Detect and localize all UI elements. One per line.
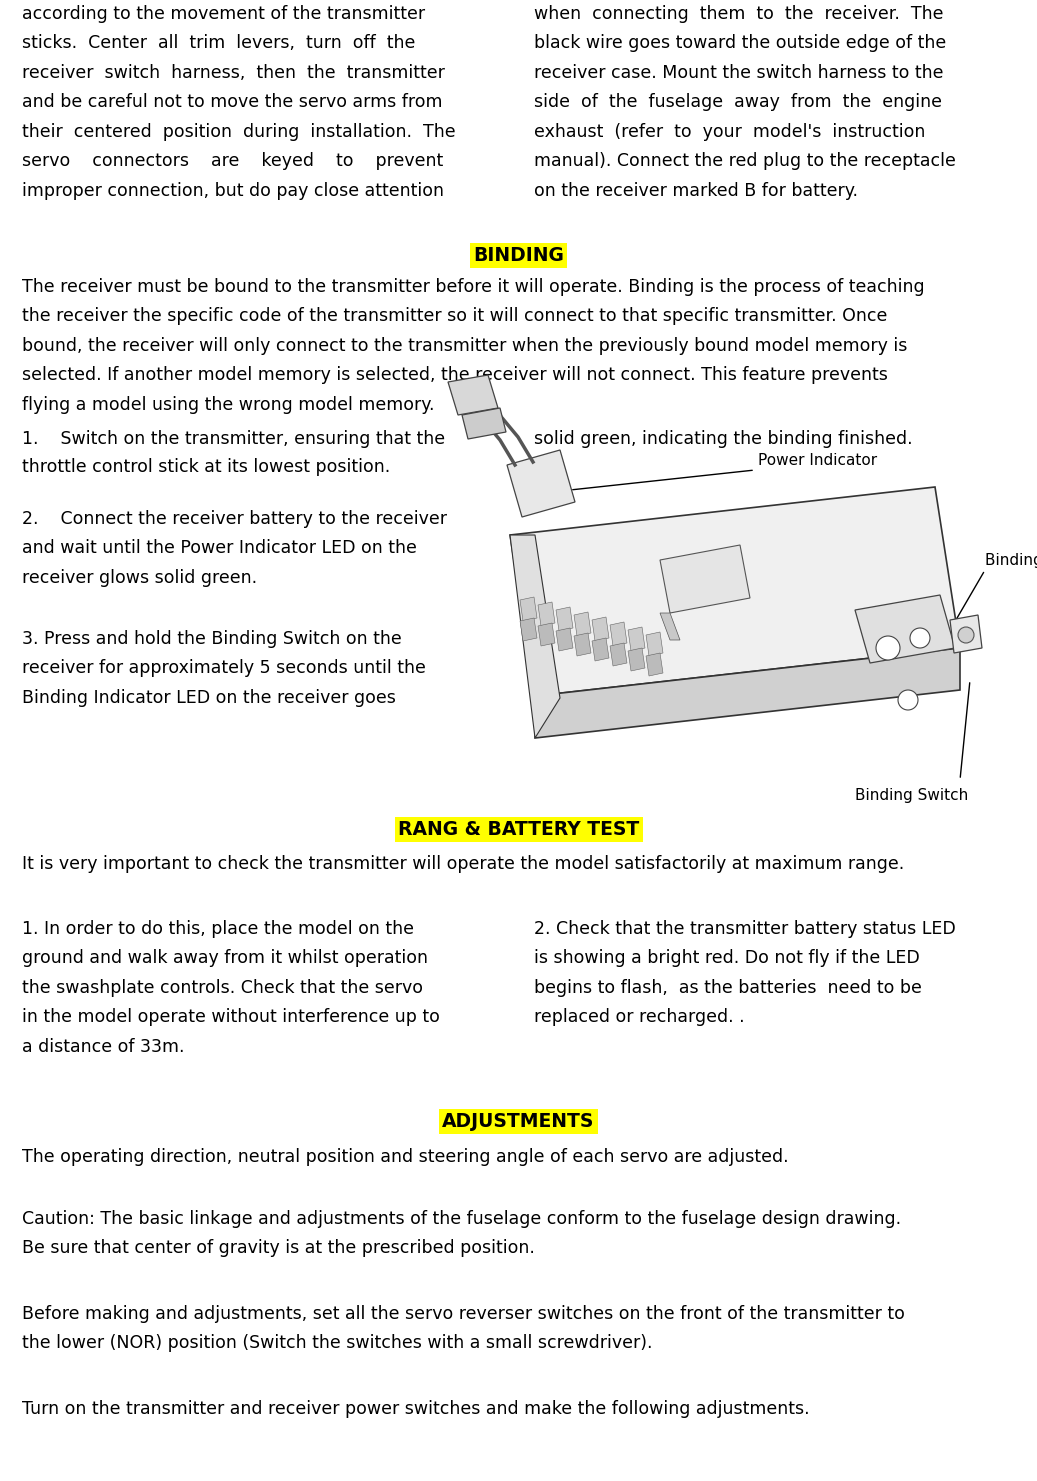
Text: when  connecting  them  to  the  receiver.  The
black wire goes toward the outsi: when connecting them to the receiver. Th…	[533, 4, 955, 200]
Polygon shape	[592, 638, 609, 661]
Text: solid green, indicating the binding finished.: solid green, indicating the binding fini…	[533, 429, 913, 447]
Polygon shape	[628, 626, 645, 652]
Polygon shape	[556, 628, 573, 652]
Text: Before making and adjustments, set all the servo reverser switches on the front : Before making and adjustments, set all t…	[22, 1305, 905, 1352]
Polygon shape	[520, 618, 537, 641]
Text: Binding Indicator: Binding Indicator	[985, 552, 1037, 569]
Text: 1.    Switch on the transmitter, ensuring that the: 1. Switch on the transmitter, ensuring t…	[22, 429, 445, 447]
Text: Power Indicator: Power Indicator	[758, 453, 877, 468]
Circle shape	[898, 690, 918, 709]
Polygon shape	[610, 643, 627, 666]
Polygon shape	[507, 450, 574, 517]
Text: Turn on the transmitter and receiver power switches and make the following adjus: Turn on the transmitter and receiver pow…	[22, 1400, 810, 1417]
Polygon shape	[556, 607, 573, 631]
Polygon shape	[660, 545, 750, 613]
Polygon shape	[854, 595, 955, 663]
Polygon shape	[538, 601, 555, 626]
Text: 2. Check that the transmitter battery status LED
is showing a bright red. Do not: 2. Check that the transmitter battery st…	[533, 920, 955, 1026]
Polygon shape	[448, 375, 498, 415]
Text: Caution: The basic linkage and adjustments of the fuselage conform to the fusela: Caution: The basic linkage and adjustmen…	[22, 1210, 901, 1257]
Text: RANG & BATTERY TEST: RANG & BATTERY TEST	[398, 820, 639, 840]
Polygon shape	[510, 487, 960, 696]
Text: The operating direction, neutral position and steering angle of each servo are a: The operating direction, neutral positio…	[22, 1148, 788, 1166]
Polygon shape	[950, 615, 982, 653]
Text: BINDING: BINDING	[473, 246, 564, 265]
Polygon shape	[535, 649, 960, 738]
Text: Binding Switch: Binding Switch	[854, 788, 969, 803]
Polygon shape	[660, 613, 680, 640]
Polygon shape	[574, 632, 591, 656]
Circle shape	[910, 628, 930, 649]
Polygon shape	[646, 632, 663, 656]
Polygon shape	[538, 624, 555, 646]
Text: 2.    Connect the receiver battery to the receiver
and wait until the Power Indi: 2. Connect the receiver battery to the r…	[22, 509, 447, 586]
Text: 3. Press and hold the Binding Switch on the
receiver for approximately 5 seconds: 3. Press and hold the Binding Switch on …	[22, 629, 426, 706]
Circle shape	[958, 626, 974, 643]
Text: throttle control stick at its lowest position.: throttle control stick at its lowest pos…	[22, 458, 390, 475]
Polygon shape	[510, 535, 560, 738]
Text: The receiver must be bound to the transmitter before it will operate. Binding is: The receiver must be bound to the transm…	[22, 278, 925, 413]
Polygon shape	[520, 597, 537, 621]
Polygon shape	[574, 612, 591, 635]
Text: 1. In order to do this, place the model on the
ground and walk away from it whil: 1. In order to do this, place the model …	[22, 920, 440, 1056]
Polygon shape	[592, 618, 609, 641]
Circle shape	[876, 635, 900, 661]
Text: It is very important to check the transmitter will operate the model satisfactor: It is very important to check the transm…	[22, 855, 904, 872]
Polygon shape	[628, 649, 645, 671]
Polygon shape	[463, 407, 506, 438]
Text: ADJUSTMENTS: ADJUSTMENTS	[443, 1112, 594, 1131]
Text: according to the movement of the transmitter
sticks.  Center  all  trim  levers,: according to the movement of the transmi…	[22, 4, 455, 200]
Polygon shape	[610, 622, 627, 646]
Polygon shape	[646, 653, 663, 675]
